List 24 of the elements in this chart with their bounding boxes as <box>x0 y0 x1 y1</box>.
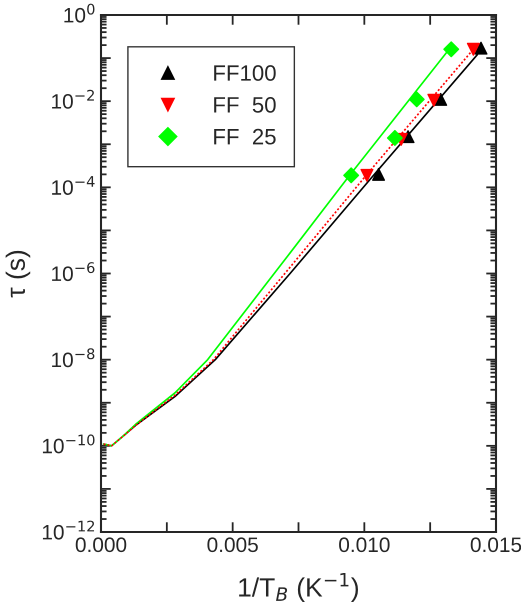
y-tick-label: 10$^{−6}$ <box>52 262 94 282</box>
point <box>408 91 425 108</box>
x-tick-label: 0.005 <box>207 537 258 552</box>
legend-label: FF 50 <box>214 96 276 113</box>
x-axis-title: 1/T$_{B}$ (K$^{−1}$) <box>239 572 358 602</box>
point <box>474 42 488 55</box>
y-tick-label: 10$^{−4}$ <box>52 176 95 195</box>
x-tick-label: 0.010 <box>339 537 390 552</box>
y-axis-title: τ (s) <box>6 250 30 298</box>
point <box>343 167 360 184</box>
point <box>466 42 480 56</box>
legend-label: FF 25 <box>214 128 276 145</box>
y-tick-label: 10$^{0}$ <box>64 4 94 23</box>
point <box>434 92 448 106</box>
y-tick-label: 10$^{−2}$ <box>52 90 94 109</box>
y-tick-label: 10$^{−8}$ <box>52 348 94 368</box>
point <box>427 94 440 107</box>
point <box>386 130 403 146</box>
legend-label: FF100 <box>214 65 276 81</box>
point <box>360 168 374 182</box>
y-tick-label: 10$^{−10}$ <box>42 434 95 454</box>
x-tick-label: 0.015 <box>470 537 521 552</box>
point <box>372 168 386 181</box>
point <box>443 41 460 58</box>
